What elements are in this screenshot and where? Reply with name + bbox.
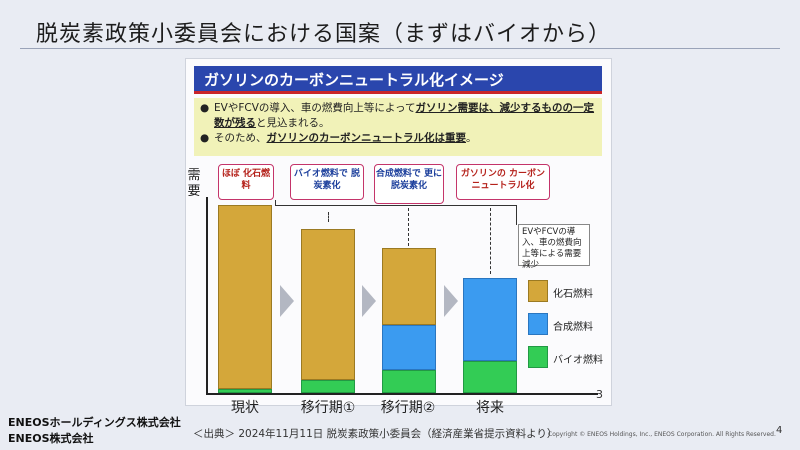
bullet-item-1: ● EVやFCVの導入、車の燃費向上等によってガソリン需要は、減少するものの一定…	[200, 101, 596, 131]
bullet-2-emphasis: ガソリンのカーボンニュートラル化は重要	[266, 132, 467, 144]
callout-fossil: ほぼ 化石燃料	[218, 164, 274, 200]
reduction-arrow-1	[328, 212, 329, 222]
bullet-1-emphasis: ガソリン需要は、減少するものの一定数が残る	[214, 102, 595, 129]
title-divider	[20, 48, 780, 49]
step-chevron-1	[280, 285, 294, 317]
legend-label-fossil: 化石燃料	[553, 289, 593, 300]
bar-bio-0	[218, 389, 272, 393]
legend-label-bio: バイオ燃料	[553, 355, 603, 366]
bar-fossil-2	[382, 248, 436, 326]
bar-bio-1	[301, 379, 355, 393]
bar-fossil-1	[301, 229, 355, 380]
reduction-arrow-2	[408, 208, 409, 246]
copyright-notice: Copyright © ENEOS Holdings, Inc., ENEOS …	[548, 431, 776, 438]
category-label-future: 将来	[476, 400, 504, 416]
callout-carbon-neutral: ガソリンの カーボンニュートラル化	[456, 164, 550, 200]
callout-connector-line	[275, 205, 517, 206]
y-axis-line	[206, 197, 208, 394]
connector-drop-2	[516, 205, 517, 225]
bullet-item-2: ● そのため、ガソリンのカーボンニュートラル化は重要。	[200, 131, 596, 146]
y-axis-label: 需要	[187, 168, 201, 199]
bar-fossil-0	[218, 205, 272, 390]
legend-swatch-fossil	[528, 280, 548, 302]
connector-drop-1	[275, 200, 276, 206]
x-axis-line	[206, 393, 598, 395]
bullet-1-text-a: EVやFCVの導入、車の燃費向上等によって	[214, 102, 416, 114]
source-note: ＜出典＞ 2024年11月11日 脱炭素政策小委員会（経済産業省提示資料より）	[193, 428, 558, 440]
category-label-current: 現状	[231, 400, 259, 416]
bullet-box: ● EVやFCVの導入、車の燃費向上等によってガソリン需要は、減少するものの一定…	[194, 98, 602, 156]
callout-synthetic: 合成燃料で 更に 脱炭素化	[374, 164, 444, 204]
legend-label-synthetic: 合成燃料	[553, 322, 593, 333]
note-box: EVやFCVの導入、車の燃費向上等による需要減少	[518, 224, 590, 270]
legend-swatch-synthetic	[528, 313, 548, 335]
bar-synthetic-3	[463, 278, 517, 362]
bar-synthetic-2	[382, 325, 436, 371]
category-label-transition-2: 移行期②	[380, 400, 436, 416]
step-chevron-3	[444, 285, 458, 317]
step-chevron-2	[362, 285, 376, 317]
bullet-mark: ●	[200, 102, 210, 114]
bar-bio-2	[382, 370, 436, 393]
callout-bio: バイオ燃料で 脱炭素化	[290, 164, 364, 200]
bullet-2-text-c: 。	[466, 132, 477, 144]
bullet-mark: ●	[200, 132, 210, 144]
slide-title: 脱炭素政策小委員会における国案（まずはバイオから）	[36, 22, 612, 47]
figure-header: ガソリンのカーボンニュートラル化イメージ	[194, 66, 602, 94]
figure-page-number: 3	[596, 388, 603, 401]
slide-page-number: 4	[776, 425, 783, 436]
bullet-1-text-c: と見込まれる。	[256, 117, 330, 129]
company-logo-eneos: ENEOS株式会社	[8, 432, 94, 445]
legend-swatch-bio	[528, 346, 548, 368]
category-label-transition-1: 移行期①	[300, 400, 356, 416]
bar-bio-3	[463, 361, 517, 393]
company-logo-holdings: ENEOSホールディングス株式会社	[8, 416, 181, 429]
bullet-2-text-a: そのため、	[214, 132, 267, 144]
reduction-arrow-3	[490, 208, 491, 274]
